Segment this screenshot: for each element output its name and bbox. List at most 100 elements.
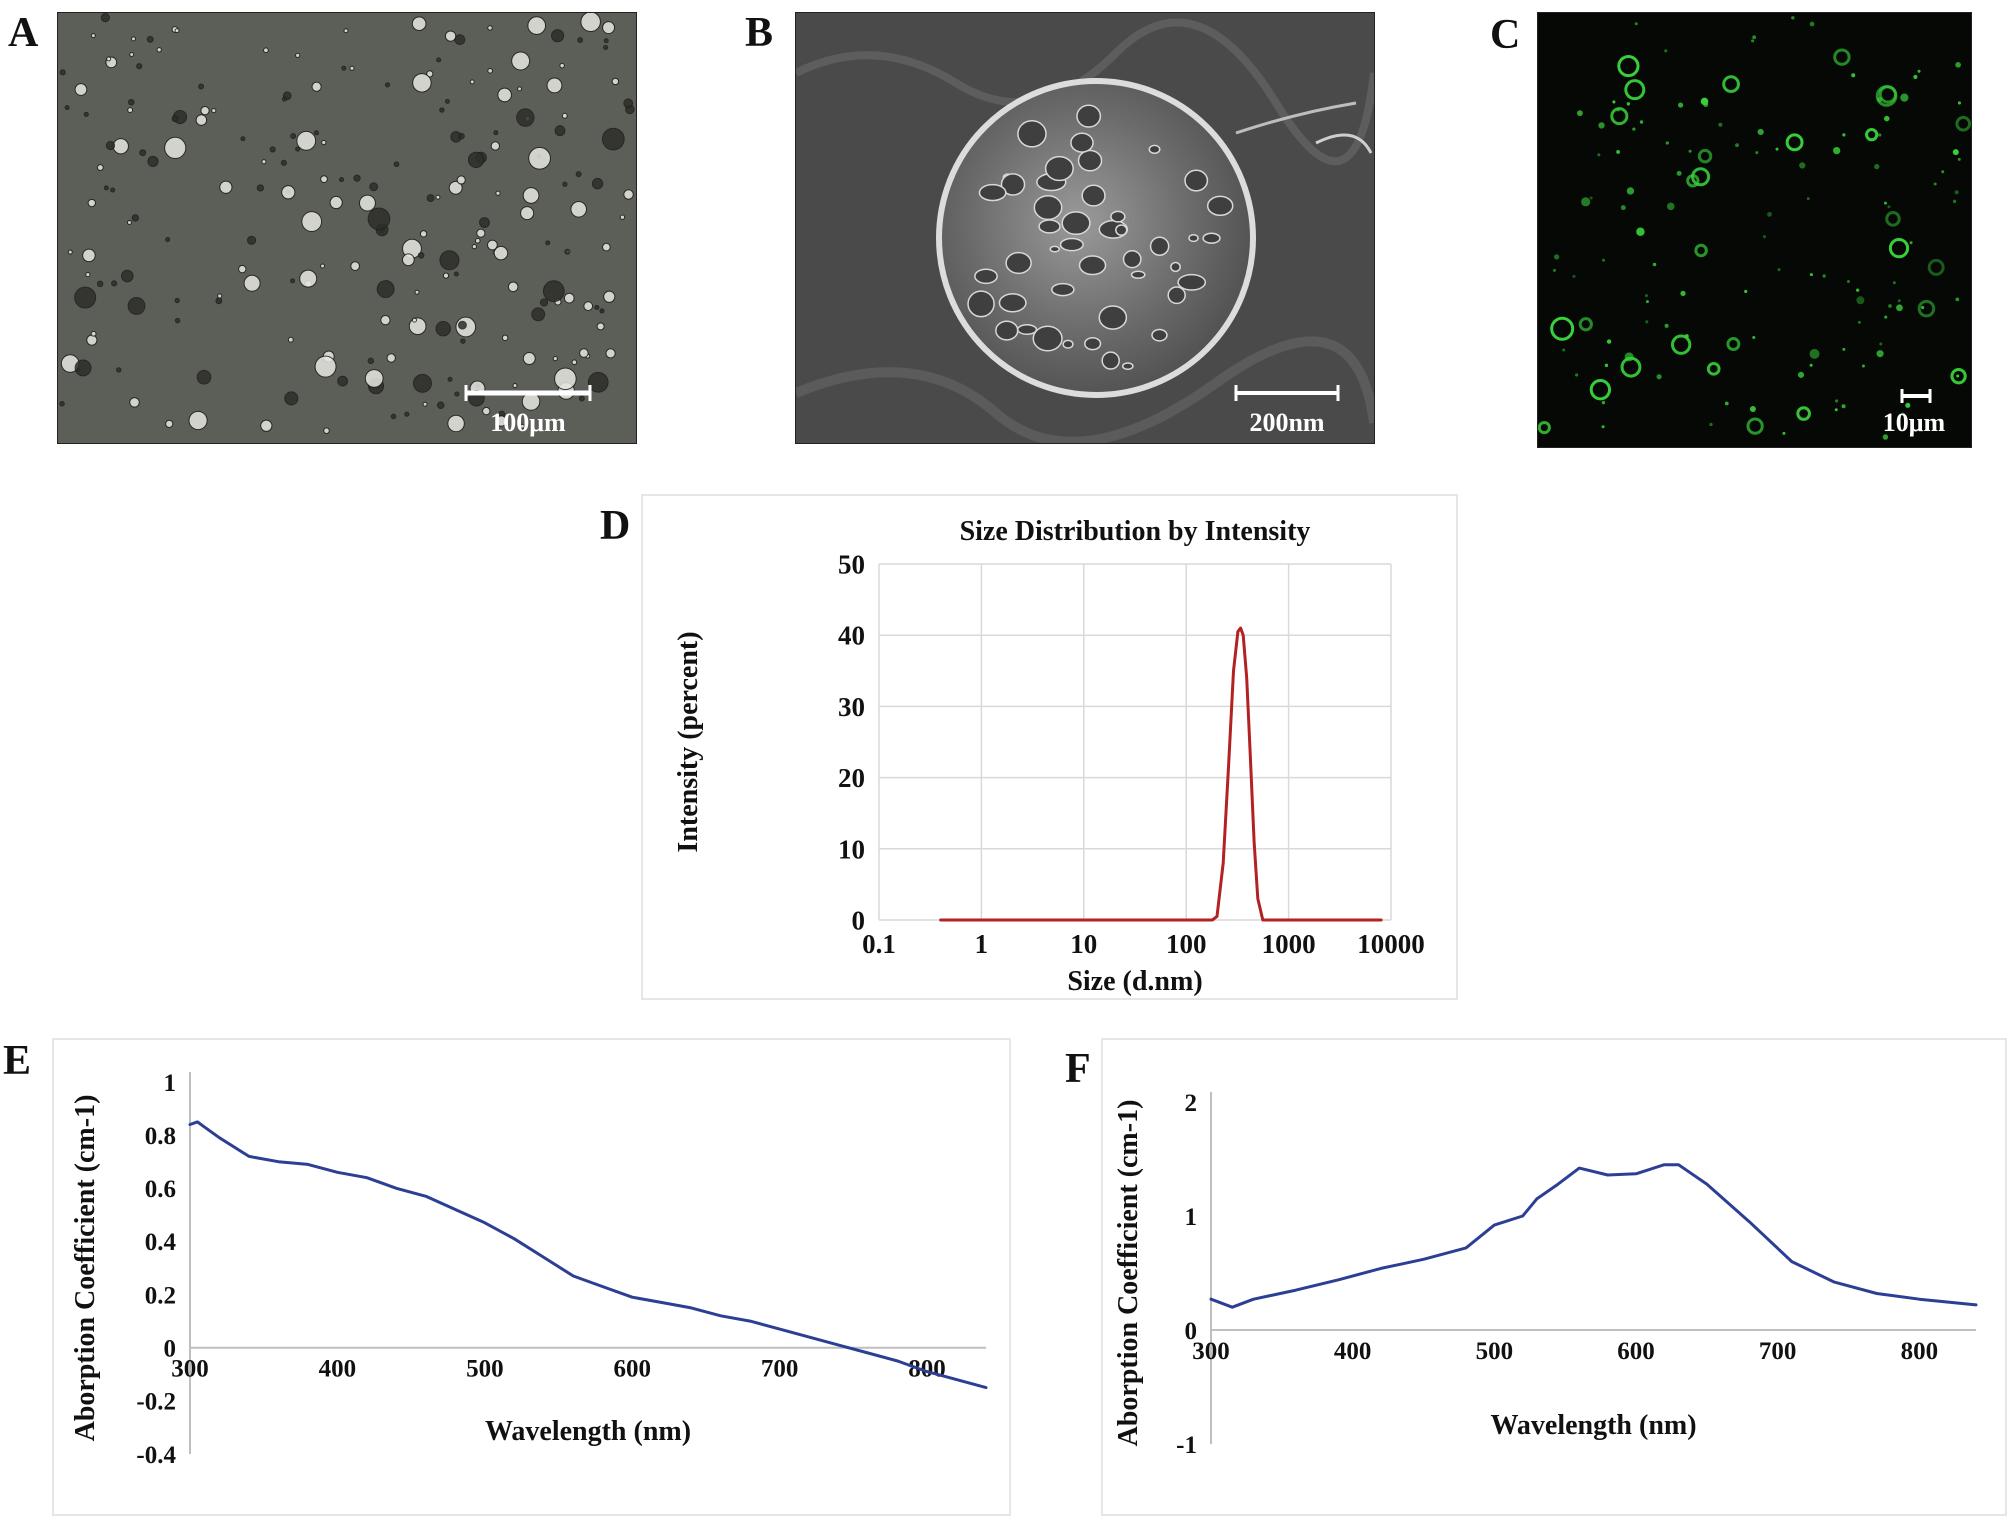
droplet: [74, 359, 92, 377]
surface-pore: [1122, 250, 1142, 269]
surface-pore: [1005, 251, 1032, 275]
chart-title: Size Distribution by Intensity: [960, 516, 1311, 547]
droplet: [67, 249, 73, 255]
fluorescent-vesicle: [1644, 294, 1648, 298]
fluorescent-vesicle: [1796, 406, 1811, 421]
surface-pore: [974, 268, 998, 285]
droplet: [126, 219, 132, 225]
chart-e: 300 400 500 600 700 800 -0.4 -0.2 0 0.2 0.4 0.6 0.8 1…: [70, 1070, 988, 1469]
droplet: [290, 133, 297, 140]
surface-pore: [1062, 339, 1074, 349]
droplet: [96, 164, 104, 172]
droplet: [551, 29, 565, 43]
fluorescent-vesicle: [1538, 420, 1551, 435]
x-tick-label: 800: [908, 1356, 946, 1383]
fluorescent-vesicle: [1767, 211, 1772, 217]
droplet: [131, 214, 140, 222]
droplet: [575, 171, 582, 178]
fluorescent-vesicle: [1941, 170, 1945, 174]
droplet: [281, 96, 287, 102]
fluorescent-vesicle: [1645, 320, 1649, 324]
droplet: [339, 177, 345, 183]
surface-pore: [1110, 210, 1126, 223]
fluorescent-vesicle: [1799, 162, 1806, 169]
fluorescent-vesicle: [1667, 202, 1675, 211]
droplet: [603, 38, 609, 44]
fluorescent-vesicle: [1688, 149, 1692, 153]
fluorescent-vesicle: [1822, 274, 1826, 278]
droplet: [358, 194, 376, 212]
x-tick-label: 500: [466, 1356, 504, 1383]
fluorescent-vesicle: [1746, 417, 1764, 435]
y-tick-label: 0: [1185, 1318, 1198, 1345]
fluorescent-vesicle: [1797, 371, 1805, 378]
surface-pore: [1149, 236, 1170, 256]
droplet: [174, 28, 180, 34]
x-tick-label: 400: [1334, 1338, 1372, 1365]
surface-pore: [1070, 132, 1094, 153]
droplet: [594, 304, 600, 310]
droplet: [517, 86, 523, 92]
droplet: [401, 253, 415, 267]
micrograph-a-image: 100μm: [58, 13, 636, 443]
y-tick-label: 0: [164, 1335, 177, 1362]
droplet: [120, 269, 134, 283]
fluorescent-vesicle: [1955, 62, 1961, 68]
droplet: [447, 376, 453, 382]
fluorescent-vesicle: [1833, 146, 1841, 155]
fluorescent-vesicle: [1888, 238, 1910, 259]
droplet: [261, 159, 267, 165]
y-tick-label: 2: [1185, 1090, 1198, 1117]
droplet: [426, 194, 435, 203]
fluorescent-vesicle: [1694, 243, 1708, 258]
panel-label-e: E: [3, 1038, 32, 1084]
droplet: [591, 177, 604, 190]
droplet: [295, 146, 301, 152]
surface-pore: [1151, 328, 1168, 342]
droplet: [579, 348, 589, 358]
droplet: [376, 280, 395, 299]
droplet: [511, 51, 531, 71]
fluorescent-vesicle: [1578, 317, 1593, 332]
droplet: [313, 130, 319, 136]
droplet: [320, 175, 328, 184]
droplet: [501, 334, 509, 342]
droplet: [474, 237, 481, 244]
series-line: [1209, 1163, 1978, 1309]
micrograph-b: 200nm: [795, 12, 1375, 444]
droplet: [426, 70, 434, 78]
droplet: [64, 105, 70, 111]
droplet: [321, 139, 327, 146]
fluorescent-vesicle: [1809, 273, 1813, 277]
surface-pore: [1078, 255, 1107, 276]
droplet: [240, 136, 246, 142]
fluorescent-vesicle: [1706, 361, 1721, 376]
surface-pore: [1121, 362, 1134, 371]
fluorescent-vesicle: [1884, 115, 1890, 122]
droplet: [522, 352, 536, 365]
surface-pore: [1016, 324, 1038, 336]
fluorescent-vesicle: [1691, 167, 1711, 187]
droplet: [295, 52, 301, 58]
droplet: [337, 375, 349, 387]
fluorescent-vesicle: [1550, 316, 1575, 341]
fluorescent-vesicle: [1917, 69, 1921, 73]
fluorescent-vesicle: [1581, 197, 1591, 207]
droplet: [211, 107, 217, 114]
fluorescent-vesicle: [1718, 122, 1723, 127]
fluorescent-vesicle: [1664, 323, 1669, 328]
droplet: [487, 67, 493, 74]
fluorescent-vesicle: [1749, 405, 1756, 412]
fluorescent-vesicle: [1957, 101, 1961, 105]
y-tick-label: 10: [838, 834, 865, 864]
fluorescent-vesicle: [1856, 296, 1865, 305]
surface-pore: [998, 293, 1027, 313]
surface-pore: [1188, 233, 1199, 243]
droplet: [116, 367, 122, 373]
fluorescent-vesicle: [1842, 133, 1846, 137]
fluorescent-vesicle: [1678, 102, 1684, 108]
droplet: [85, 271, 91, 278]
y-axis-label: Aborption Coefficient (cm-1): [70, 1095, 101, 1442]
droplet: [404, 411, 410, 417]
droplet: [419, 230, 428, 238]
